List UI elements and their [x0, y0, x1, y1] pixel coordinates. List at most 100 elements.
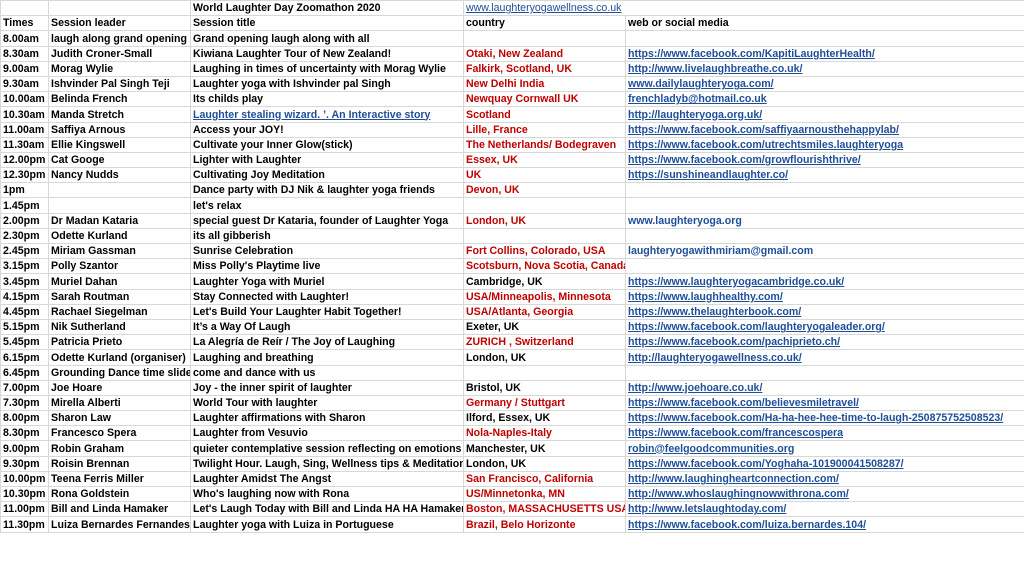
- cell-title[interactable]: special guest Dr Kataria, founder of Lau…: [190, 212, 464, 229]
- cell-leader[interactable]: Odette Kurland: [48, 227, 191, 245]
- cell-web[interactable]: http://laughteryoga.org.uk/: [625, 106, 1024, 123]
- cell-web[interactable]: https://www.thelaughterbook.com/: [625, 303, 1024, 320]
- cell-country[interactable]: London, UK: [463, 212, 626, 229]
- cell-country[interactable]: Scotland: [463, 106, 626, 123]
- cell-leader[interactable]: Ellie Kingswell: [48, 136, 191, 153]
- cell-time[interactable]: 2.00pm: [0, 212, 49, 229]
- cell-leader[interactable]: Muriel Dahan: [48, 273, 191, 290]
- cell-time[interactable]: 9.30am: [0, 75, 49, 93]
- cell-title[interactable]: Laughing in times of uncertainty with Mo…: [190, 60, 464, 77]
- cell-time[interactable]: 10.30pm: [0, 485, 49, 503]
- cell-leader[interactable]: Mirella Alberti: [48, 394, 191, 412]
- cell-country[interactable]: San Francisco, California: [463, 470, 626, 488]
- cell-web[interactable]: http://www.joehoare.co.uk/: [625, 379, 1024, 396]
- cell-time[interactable]: 1pm: [0, 182, 49, 199]
- cell-time[interactable]: 8.00am: [0, 30, 49, 47]
- cell-web[interactable]: frenchladyb@hotmail.co.uk: [625, 91, 1024, 108]
- cell-title[interactable]: Cultivate your Inner Glow(stick): [190, 136, 464, 153]
- cell-time[interactable]: 12.00pm: [0, 151, 49, 169]
- cell-time[interactable]: 6.15pm: [0, 349, 49, 366]
- event-site[interactable]: www.laughteryogawellness.co.uk: [463, 0, 1024, 17]
- cell-web[interactable]: http://laughteryogawellness.co.uk/: [625, 349, 1024, 366]
- cell-country[interactable]: Bristol, UK: [463, 379, 626, 396]
- cell-country[interactable]: Exeter, UK: [463, 318, 626, 336]
- cell-time[interactable]: 11.00am: [0, 121, 49, 138]
- cell-leader[interactable]: Manda Stretch: [48, 106, 191, 123]
- cell-title[interactable]: let's relax: [190, 197, 464, 214]
- cell-web[interactable]: https://www.facebook.com/saffiyaarnousth…: [625, 121, 1024, 138]
- cell-country[interactable]: [463, 364, 626, 381]
- cell-web[interactable]: https://www.facebook.com/pachiprieto.ch/: [625, 334, 1024, 351]
- cell-leader[interactable]: Joe Hoare: [48, 379, 191, 396]
- cell-country[interactable]: London, UK: [463, 455, 626, 472]
- cell-leader[interactable]: Dr Madan Kataria: [48, 212, 191, 229]
- cell-title[interactable]: Kiwiana Laughter Tour of New Zealand!: [190, 45, 464, 62]
- cell-leader[interactable]: [48, 182, 191, 199]
- cell-web[interactable]: http://www.livelaughbreathe.co.uk/: [625, 60, 1024, 77]
- cell-web[interactable]: https://www.laughhealthy.com/: [625, 288, 1024, 305]
- cell-time[interactable]: 8.30am: [0, 45, 49, 62]
- cell-web[interactable]: [625, 258, 1024, 275]
- cell-title[interactable]: Joy - the inner spirit of laughter: [190, 379, 464, 396]
- cell-title[interactable]: Lighter with Laughter: [190, 151, 464, 169]
- cell-time[interactable]: 11.30am: [0, 136, 49, 153]
- cell-leader[interactable]: Francesco Spera: [48, 425, 191, 442]
- cell-time[interactable]: 5.15pm: [0, 318, 49, 336]
- cell-title[interactable]: Sunrise Celebration: [190, 242, 464, 260]
- cell-time[interactable]: 6.45pm: [0, 364, 49, 381]
- cell-web[interactable]: https://www.laughteryogacambridge.co.uk/: [625, 273, 1024, 290]
- cell-web[interactable]: [625, 182, 1024, 199]
- cell-country[interactable]: The Netherlands/ Bodegraven: [463, 136, 626, 153]
- cell-time[interactable]: 3.15pm: [0, 258, 49, 275]
- cell-title[interactable]: Laughter yoga with Ishvinder pal Singh: [190, 75, 464, 93]
- cell-leader[interactable]: Morag Wylie: [48, 60, 191, 77]
- cell-time[interactable]: 3.45pm: [0, 273, 49, 290]
- cell-country[interactable]: Devon, UK: [463, 182, 626, 199]
- cell-title[interactable]: Grand opening laugh along with all: [190, 30, 464, 47]
- cell-leader[interactable]: Judith Croner-Small: [48, 45, 191, 62]
- cell-leader[interactable]: Sarah Routman: [48, 288, 191, 305]
- header-country[interactable]: country: [463, 15, 626, 32]
- cell-leader[interactable]: Teena Ferris Miller: [48, 470, 191, 488]
- cell-time[interactable]: 2.45pm: [0, 242, 49, 260]
- cell-country[interactable]: Brazil, Belo Horizonte: [463, 516, 626, 533]
- cell-time[interactable]: 1.45pm: [0, 197, 49, 214]
- cell-leader[interactable]: Robin Graham: [48, 440, 191, 457]
- cell-title[interactable]: its all gibberish: [190, 227, 464, 245]
- cell-country[interactable]: Boston, MASSACHUSETTS USA: [463, 501, 626, 518]
- cell-country[interactable]: USA/Atlanta, Georgia: [463, 303, 626, 320]
- cell-time[interactable]: 10.00am: [0, 91, 49, 108]
- cell-web[interactable]: www.laughteryoga.org: [625, 212, 1024, 229]
- cell-title[interactable]: Laughter stealing wizard. ’. An Interact…: [190, 106, 464, 123]
- cell-web[interactable]: [625, 197, 1024, 214]
- cell-leader[interactable]: Rona Goldstein: [48, 485, 191, 503]
- cell-time[interactable]: 4.15pm: [0, 288, 49, 305]
- cell-country[interactable]: Fort Collins, Colorado, USA: [463, 242, 626, 260]
- cell-web[interactable]: https://www.facebook.com/utrechtsmiles.l…: [625, 136, 1024, 153]
- cell-time[interactable]: 8.30pm: [0, 425, 49, 442]
- cell-time[interactable]: 12.30pm: [0, 167, 49, 184]
- cell-title[interactable]: Laughter yoga with Luiza in Portuguese: [190, 516, 464, 533]
- cell-title[interactable]: Let's Build Your Laughter Habit Together…: [190, 303, 464, 320]
- cell-title[interactable]: Let's Laugh Today with Bill and Linda HA…: [190, 501, 464, 518]
- cell-leader[interactable]: Grounding Dance time slide: [48, 364, 191, 381]
- cell-title[interactable]: Cultivating Joy Meditation: [190, 167, 464, 184]
- cell-time[interactable]: 11.00pm: [0, 501, 49, 518]
- cell-country[interactable]: Lille, France: [463, 121, 626, 138]
- cell-country[interactable]: US/Minnetonka, MN: [463, 485, 626, 503]
- cell-country[interactable]: Newquay Cornwall UK: [463, 91, 626, 108]
- cell-country[interactable]: USA/Minneapolis, Minnesota: [463, 288, 626, 305]
- cell-time[interactable]: 2.30pm: [0, 227, 49, 245]
- header-times[interactable]: Times: [0, 15, 49, 32]
- cell-title[interactable]: Dance party with DJ Nik & laughter yoga …: [190, 182, 464, 199]
- cell-title[interactable]: World Tour with laughter: [190, 394, 464, 412]
- cell-web[interactable]: http://www.letslaughtoday.com/: [625, 501, 1024, 518]
- cell-country[interactable]: [463, 197, 626, 214]
- cell-country[interactable]: Nola-Naples-Italy: [463, 425, 626, 442]
- cell-web[interactable]: http://www.whoslaughingnowwithrona.com/: [625, 485, 1024, 503]
- header-session-title[interactable]: Session title: [190, 15, 464, 32]
- cell-leader[interactable]: Luiza Bernardes Fernandes: [48, 516, 191, 533]
- cell-leader[interactable]: Bill and Linda Hamaker: [48, 501, 191, 518]
- cell-leader[interactable]: [48, 197, 191, 214]
- cell-web[interactable]: https://www.facebook.com/believesmiletra…: [625, 394, 1024, 412]
